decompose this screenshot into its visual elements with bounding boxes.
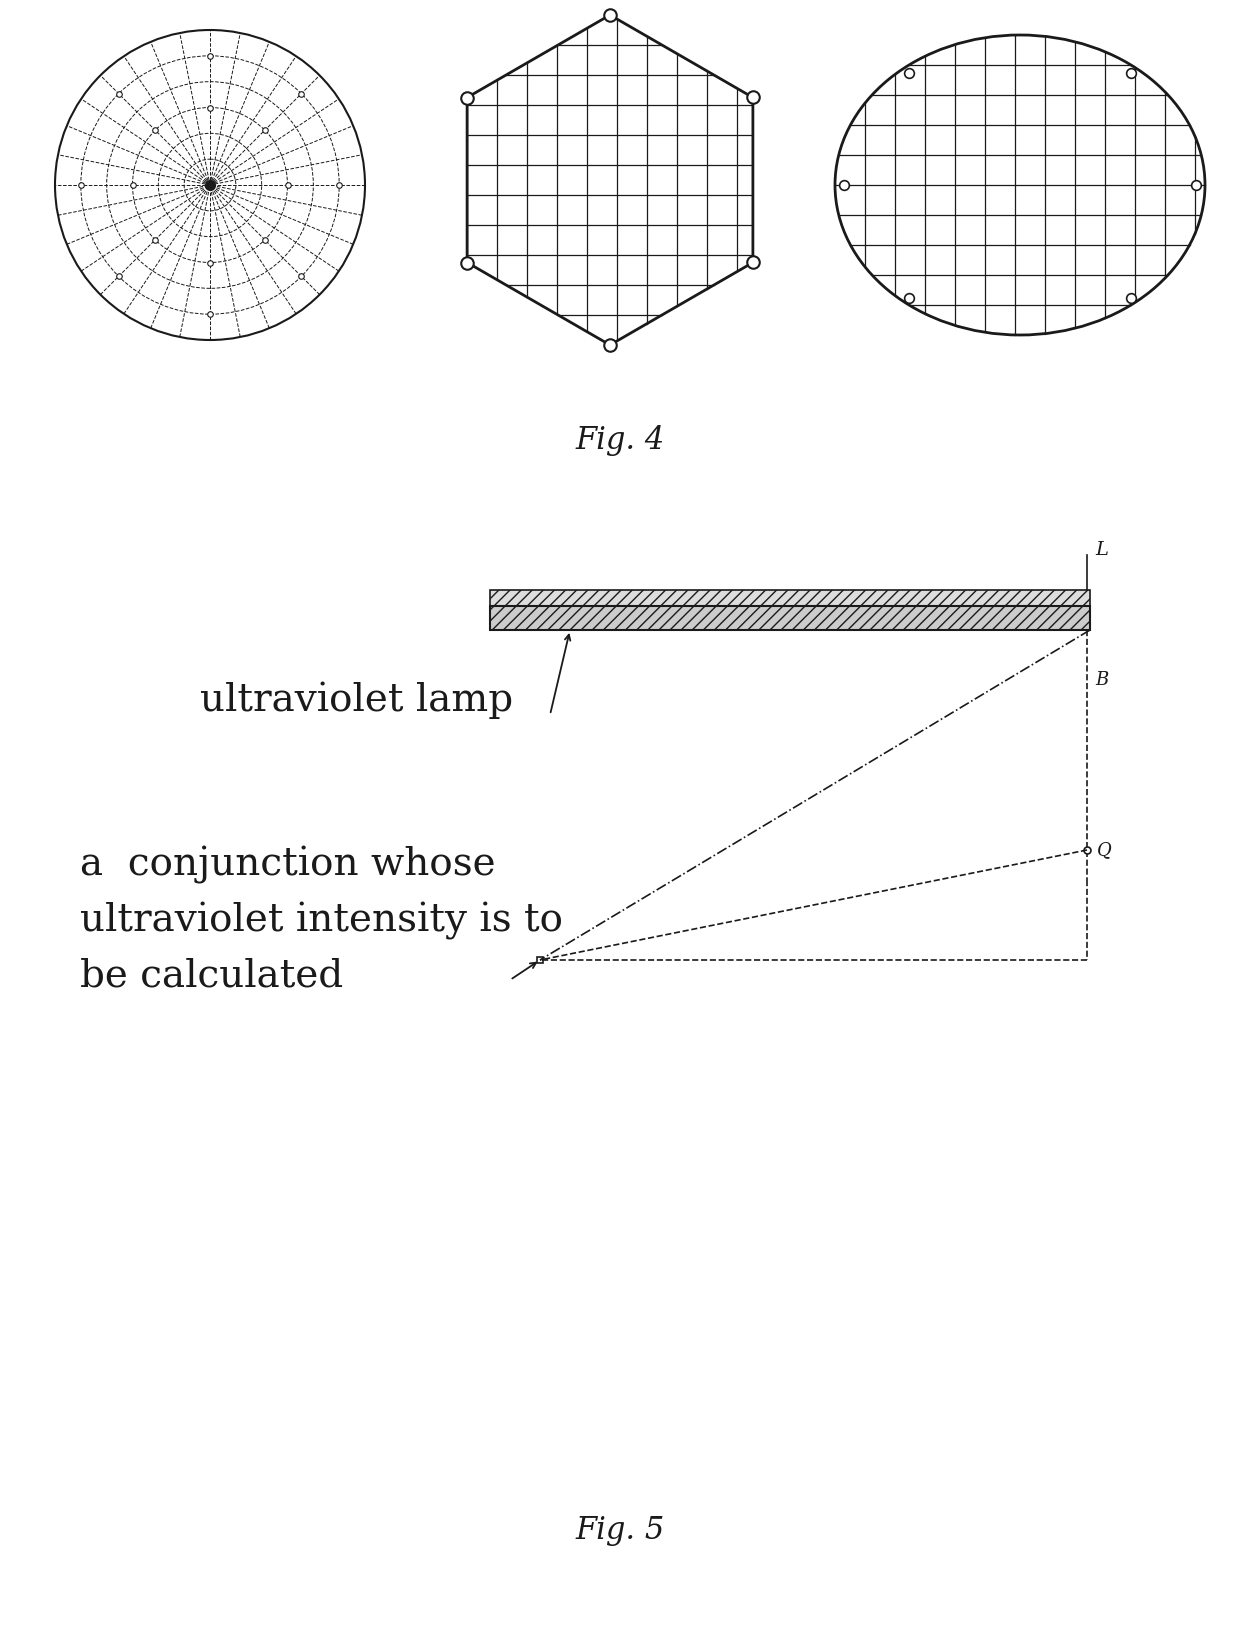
Bar bbox=[490, 605, 1090, 630]
Text: L: L bbox=[1095, 540, 1109, 560]
Bar bbox=[490, 591, 1090, 605]
Text: Q: Q bbox=[1097, 840, 1112, 858]
Text: ultraviolet lamp: ultraviolet lamp bbox=[200, 681, 513, 718]
Text: B: B bbox=[1095, 671, 1109, 689]
Text: Fig. 4: Fig. 4 bbox=[575, 424, 665, 455]
Text: Fig. 5: Fig. 5 bbox=[575, 1514, 665, 1546]
Text: a  conjunction whose
ultraviolet intensity is to
be calculated: a conjunction whose ultraviolet intensit… bbox=[81, 845, 563, 994]
